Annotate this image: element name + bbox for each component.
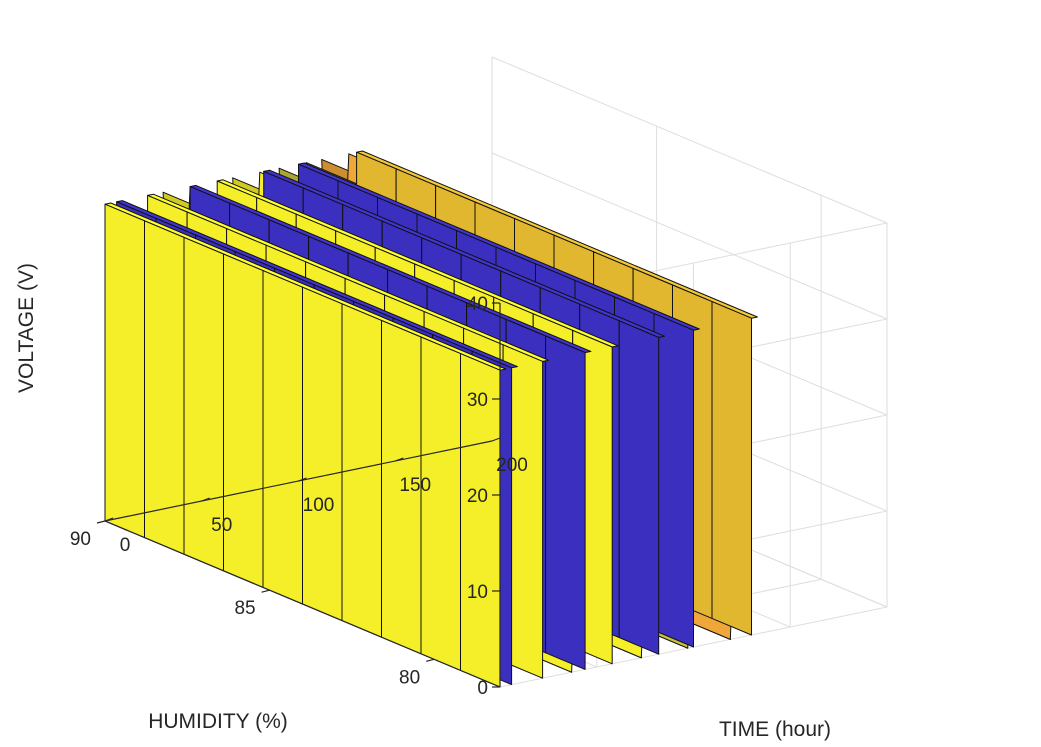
surface-strip xyxy=(144,220,185,555)
z-tick-label: 10 xyxy=(467,582,488,603)
axis-layer xyxy=(96,302,501,688)
surface-strip xyxy=(262,270,303,605)
surface-strip xyxy=(420,336,461,671)
z-tick-label: 40 xyxy=(467,294,488,315)
y-axis-label: HUMIDITY (%) xyxy=(148,710,288,733)
y-tick-label: 85 xyxy=(234,598,255,619)
y-tick-mark xyxy=(261,589,270,593)
z-axis-label: VOLTAGE (V) xyxy=(15,263,38,393)
z-tick-label: 0 xyxy=(477,678,488,699)
x-tick-mark xyxy=(491,437,501,442)
gridline-side-z xyxy=(491,152,888,320)
x-tick-mark xyxy=(201,497,210,502)
x-tick-mark xyxy=(298,477,307,482)
surface-strip xyxy=(545,335,586,670)
surface-strip xyxy=(653,313,694,648)
y-tick-mark xyxy=(426,658,435,662)
y-tick-label: 90 xyxy=(70,529,91,550)
surface-strip xyxy=(618,320,660,655)
surface-strip xyxy=(302,286,343,622)
x-tick-label: 50 xyxy=(211,515,232,536)
tick-layer: 0 50 100 150 200 90 85 80 0 10 20 30 40 xyxy=(70,294,528,699)
x-axis-label: TIME (hour) xyxy=(719,718,831,741)
z-tick-label: 20 xyxy=(467,486,488,507)
z-tick-label: 30 xyxy=(467,390,488,411)
x-tick-label: 100 xyxy=(303,495,335,516)
surface-strip xyxy=(711,301,752,636)
y-tick-mark xyxy=(96,520,106,524)
x-tick-label: 150 xyxy=(399,475,431,496)
x-tick-label: 200 xyxy=(496,455,528,476)
x-tick-label: 0 xyxy=(120,535,131,556)
y-tick-label: 80 xyxy=(399,667,420,688)
gridline-side-z xyxy=(491,56,888,224)
surface-strip xyxy=(223,253,264,588)
x-tick-mark xyxy=(395,457,404,462)
surface-layer xyxy=(104,150,758,688)
x-tick-mark xyxy=(104,517,114,522)
surface-strip xyxy=(104,203,145,539)
